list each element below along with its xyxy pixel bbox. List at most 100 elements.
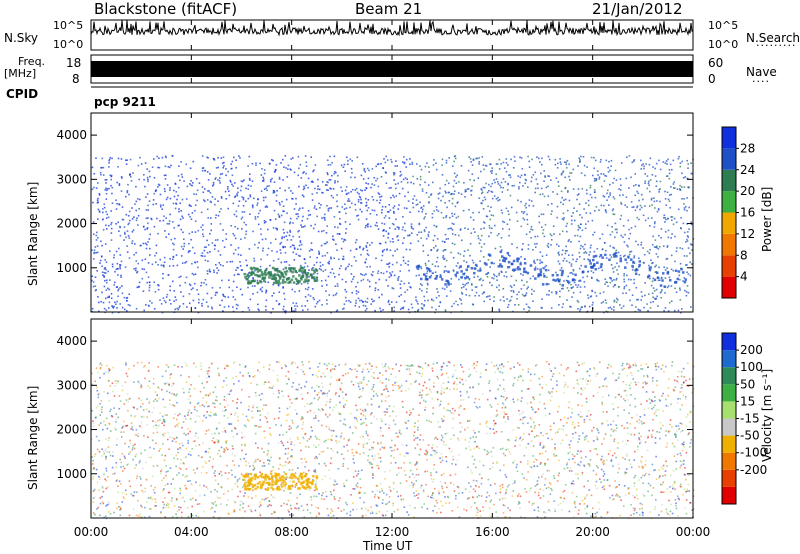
power-panel-feature-cell [460, 270, 463, 273]
power-panel-feature-cell [424, 275, 428, 278]
power-panel-feature-cell [250, 267, 254, 271]
nsky-trace [90, 20, 694, 37]
power-panel-feature-cell [303, 280, 306, 284]
power-panel-feature-cell [287, 267, 291, 270]
power-panel-feature-cell [255, 267, 258, 271]
power-panel-feature-cell [517, 257, 520, 260]
power-panel-feature-cell [252, 271, 255, 275]
power-panel-feature-cell [659, 284, 663, 287]
velocity-panel-feature-cell [261, 475, 264, 479]
velocity-panel-feature-cell [292, 474, 295, 477]
power-panel-feature-cell [523, 262, 527, 265]
scale-tick-label: 24 [740, 163, 755, 177]
power-panel-feature-cell [601, 256, 604, 259]
power-panel-feature-cell [599, 265, 603, 269]
scale-swatch [722, 233, 736, 256]
scale-tick-label: -200 [740, 463, 767, 477]
power-panel-feature-cell [684, 278, 687, 281]
power-panel-feature-cell [506, 251, 510, 255]
y-tick-label: 4000 [56, 334, 87, 348]
scale-swatch [722, 333, 736, 351]
power-panel-feature-cell [507, 260, 511, 264]
velocity-panel-feature-cell [253, 483, 257, 487]
velocity-panel-feature-cell [308, 481, 311, 484]
velocity-panel-feature-cell [280, 485, 284, 488]
power-panel-feature-cell [507, 266, 510, 269]
velocity-panel-feature-cell [265, 475, 268, 479]
y-tick-label: 2000 [56, 217, 87, 231]
power-panel-feature-cell [490, 261, 494, 265]
velocity-panel-feature-cell [262, 480, 265, 484]
power-panel-feature-cell [604, 253, 607, 257]
power-panel-feature-cell [551, 274, 555, 277]
velocity-panel-feature-cell [253, 477, 257, 481]
power-panel-feature-cell [296, 281, 300, 285]
power-panel-feature-cell [440, 278, 444, 281]
power-panel-feature-cell [474, 263, 478, 267]
power-panel-feature-cell [518, 267, 521, 271]
velocity-panel-feature-cell [276, 487, 279, 491]
power-panel-feature-cell [256, 270, 260, 273]
power-panel-feature-cell [635, 268, 639, 271]
power-panel-feature-cell [244, 276, 247, 279]
velocity-panel-feature-cell [279, 478, 283, 481]
power-panel-feature-cell [254, 273, 257, 277]
power-panel-feature-cell [297, 279, 300, 283]
power-panel-feature-cell [655, 271, 659, 275]
power-panel-feature-cell [462, 272, 465, 276]
power-panel-feature-cell [447, 283, 450, 286]
power-panel-feature-cell [522, 270, 526, 273]
x-tick-label: 00:00 [74, 525, 109, 539]
power-panel-feature-cell [252, 279, 256, 283]
velocity-panel-feature-cell [272, 488, 275, 491]
power-panel-feature-cell [470, 267, 474, 270]
scale-swatch [722, 212, 736, 234]
power-panel-feature-cell [630, 258, 633, 261]
power-panel-feature-cell [467, 265, 470, 268]
scale-tick-label: -50 [740, 429, 760, 443]
power-panel-feature-cell [677, 270, 681, 273]
power-panel-feature-cell [315, 276, 318, 279]
power-panel-feature-cell [313, 270, 316, 274]
velocity-panel-feature-cell [297, 477, 300, 480]
power-panel-feature-cell [502, 259, 505, 262]
velocity-panel-feature-cell [265, 481, 268, 485]
power-panel-feature-cell [537, 273, 541, 276]
power-panel-feature-cell [273, 273, 277, 276]
power-panel-feature-cell [274, 268, 278, 272]
power-panel-feature-cell [516, 259, 519, 263]
velocity-panel-feature-cell [246, 484, 249, 488]
velocity-panel-feature-cell [254, 487, 257, 491]
velocity-panel-feature-cell [243, 484, 246, 487]
power-panel-feature-cell [281, 281, 284, 284]
scale-swatch [722, 276, 736, 298]
velocity-panel-feature-cell [271, 480, 274, 484]
velocity-panel-feature-cell [281, 479, 284, 482]
power-panel-feature-cell [638, 263, 641, 267]
velocity-panel-feature-cell [267, 487, 270, 490]
velocity-panel-feature-cell [259, 486, 263, 490]
power-panel-feature-cell [613, 252, 616, 256]
velocity-panel-feature-cell [243, 474, 247, 477]
power-panel-feature-cell [662, 272, 665, 275]
velocity-panel-feature-cell [291, 476, 294, 480]
power-panel-feature-cell [619, 259, 622, 263]
velocity-panel-feature-cell [306, 478, 310, 481]
freq-unit: [MHz] [4, 67, 37, 80]
date-title: 21/Jan/2012 [592, 0, 683, 18]
power-panel-feature-cell [277, 279, 281, 283]
power-panel-feature-cell [460, 276, 463, 279]
velocity-panel-feature-cell [248, 480, 252, 483]
power-panel-feature-cell [249, 281, 253, 284]
power-panel-feature-cell [426, 278, 429, 281]
power-panel-feature-cell [269, 271, 272, 274]
scale-swatch [722, 367, 736, 385]
velocity-panel-feature-cell [275, 482, 278, 485]
power-panel-feature-cell [473, 267, 477, 270]
power-panel-feature-cell [280, 272, 283, 275]
velocity-panel-feature-cell [292, 480, 295, 483]
velocity-panel-feature-cell [245, 473, 248, 477]
freq-tick-bottom: 8 [72, 72, 80, 86]
power-panel-feature-cell [591, 265, 594, 269]
velocity-panel-feature-cell [260, 485, 263, 488]
